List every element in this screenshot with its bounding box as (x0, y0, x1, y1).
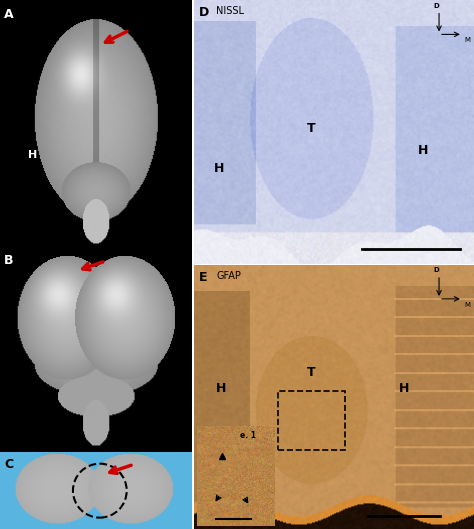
Text: M: M (464, 38, 470, 43)
Text: B: B (4, 254, 14, 267)
Text: D: D (200, 6, 210, 19)
Text: E: E (200, 270, 208, 284)
Text: C: C (4, 458, 13, 471)
Text: NISSL: NISSL (217, 6, 245, 16)
Text: H: H (214, 162, 225, 175)
Text: A: A (4, 8, 14, 21)
Text: GFAP: GFAP (217, 270, 241, 280)
Text: H: H (28, 150, 37, 160)
Text: H: H (216, 382, 227, 395)
Text: T: T (307, 366, 316, 379)
Text: e. 1: e. 1 (240, 431, 256, 440)
Text: D: D (433, 268, 439, 273)
Text: D: D (433, 3, 439, 9)
Bar (278, 391, 346, 450)
Text: H: H (399, 382, 409, 395)
Text: M: M (464, 302, 470, 308)
Text: H: H (418, 144, 428, 157)
Text: T: T (307, 122, 316, 135)
